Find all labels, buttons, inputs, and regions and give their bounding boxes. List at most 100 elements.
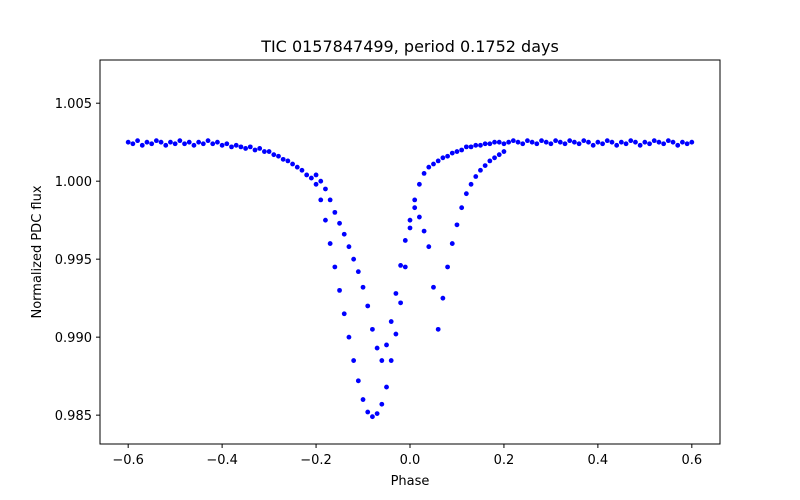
data-point (459, 147, 465, 153)
data-point (487, 158, 493, 164)
data-point (553, 138, 559, 144)
data-point (506, 139, 512, 145)
data-point (398, 300, 404, 306)
data-point (539, 138, 544, 144)
data-point (252, 147, 258, 153)
data-point (478, 142, 483, 148)
data-point (426, 244, 432, 250)
data-point (341, 311, 347, 317)
data-point (144, 139, 150, 145)
data-point (562, 141, 568, 147)
data-point (355, 378, 361, 384)
data-point (341, 231, 347, 237)
data-point (492, 155, 497, 161)
data-point (412, 197, 418, 203)
data-point (398, 263, 404, 268)
data-point (261, 149, 267, 154)
data-point (351, 358, 357, 363)
data-point (402, 264, 408, 270)
data-point (374, 411, 380, 416)
data-point (388, 319, 394, 324)
data-point (210, 141, 216, 147)
data-point (571, 139, 577, 145)
data-point (200, 141, 206, 147)
data-point (421, 170, 427, 176)
data-point (266, 149, 272, 154)
data-point (323, 186, 328, 192)
data-point (623, 141, 629, 147)
y-tick-label: 0.995 (55, 253, 92, 268)
data-point (130, 141, 136, 147)
data-point (454, 222, 460, 228)
data-point (125, 139, 131, 145)
data-point (421, 228, 427, 234)
data-point (299, 167, 305, 173)
data-point (332, 209, 338, 215)
data-point (525, 138, 530, 144)
data-point (665, 138, 671, 144)
data-point (468, 144, 474, 150)
data-point (656, 139, 662, 145)
data-point (534, 141, 540, 147)
data-point (675, 142, 681, 148)
data-point (449, 241, 455, 246)
data-point (670, 139, 676, 145)
data-point (196, 139, 202, 145)
data-point (163, 142, 169, 148)
data-point (276, 153, 281, 159)
y-axis-label: Normalized PDC flux (30, 185, 45, 318)
data-point (365, 409, 371, 415)
data-point (633, 139, 638, 145)
data-point (365, 303, 371, 309)
data-point (205, 138, 211, 144)
data-point (543, 139, 549, 145)
data-point (393, 331, 399, 337)
data-point (604, 138, 610, 144)
data-point (346, 334, 352, 340)
plot-frame (99, 59, 721, 445)
data-point (135, 138, 140, 144)
data-point (407, 225, 413, 231)
data-point (463, 191, 469, 197)
data-point (247, 144, 253, 150)
x-tick-label: 0.6 (681, 453, 702, 468)
data-point (445, 264, 450, 270)
data-point (595, 139, 601, 145)
data-point (229, 144, 234, 150)
data-point (487, 141, 493, 147)
y-axis-ticks: 0.985 0.990 0.995 1.000 1.005 (55, 97, 100, 424)
data-point (313, 172, 319, 178)
x-axis-label: Phase (391, 474, 430, 489)
data-point (238, 144, 244, 150)
x-tick-label: −0.2 (300, 453, 332, 468)
data-point (637, 142, 643, 148)
data-point (360, 284, 366, 290)
data-point (393, 291, 399, 296)
data-point (642, 139, 648, 145)
data-point (388, 358, 394, 363)
data-point (684, 141, 690, 147)
data-point (139, 142, 145, 148)
data-point (567, 138, 573, 144)
data-point (149, 141, 155, 147)
data-point (440, 295, 446, 301)
data-point (158, 139, 164, 145)
data-point (327, 241, 333, 246)
data-point (501, 141, 507, 147)
data-point (689, 139, 695, 145)
data-point (435, 158, 441, 164)
data-point (680, 139, 685, 145)
data-point (548, 141, 554, 147)
data-point (600, 141, 605, 147)
data-point (651, 138, 657, 144)
data-point (431, 161, 436, 167)
data-point (191, 142, 197, 148)
data-point (153, 138, 159, 144)
data-point (416, 214, 422, 220)
data-point (384, 342, 389, 348)
data-point (412, 205, 418, 211)
data-point (327, 197, 333, 203)
data-point (609, 139, 615, 145)
data-point (647, 141, 652, 147)
